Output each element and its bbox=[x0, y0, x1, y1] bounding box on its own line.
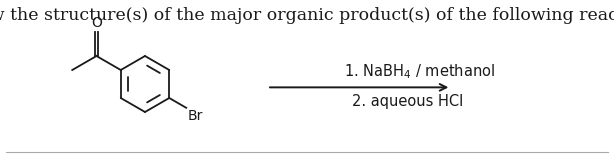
Text: O: O bbox=[91, 16, 102, 30]
Text: Draw the structure(s) of the major organic product(s) of the following reaction.: Draw the structure(s) of the major organ… bbox=[0, 7, 614, 24]
Text: 2. aqueous HCl: 2. aqueous HCl bbox=[352, 94, 464, 109]
Text: 1. NaBH$_4$ / methanol: 1. NaBH$_4$ / methanol bbox=[344, 62, 495, 81]
Text: Br: Br bbox=[187, 109, 203, 123]
